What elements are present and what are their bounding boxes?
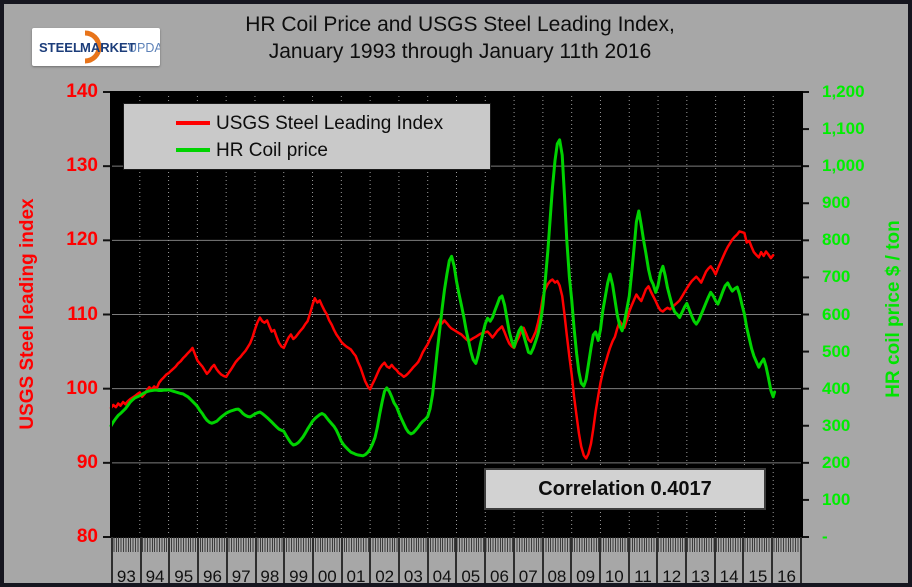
x-tick-label-99: 99 [283, 537, 312, 583]
x-tick-label-16: 16 [771, 537, 802, 583]
left-tick-label-120: 120 [66, 229, 98, 251]
x-tick-label-93: 93 [111, 537, 140, 583]
left-tick-label-140: 140 [66, 81, 98, 102]
right-tick-label-200: 200 [822, 452, 851, 472]
legend: USGS Steel Leading Index HR Coil price [123, 103, 491, 170]
x-tick-label-98: 98 [254, 537, 284, 583]
x-tick-label-15: 15 [742, 537, 771, 583]
chart-title-line2: January 1993 through January 11th 2016 [268, 40, 652, 63]
x-axis-monthly-ticks [111, 537, 802, 552]
x-tick-label-12: 12 [656, 537, 685, 583]
right-tick-label-400: 400 [822, 378, 851, 398]
left-axis-title: USGS Steel leading index [17, 198, 38, 430]
logo-word-steel: STEEL [39, 40, 81, 55]
x-tick-label-04: 04 [426, 537, 456, 583]
right-tick-label-1200: 1,200 [822, 82, 865, 101]
right-axis-title: HR coil price $ / ton [883, 220, 904, 398]
x-tick-label-07: 07 [512, 537, 542, 583]
legend-label-hr-coil: HR Coil price [216, 139, 328, 161]
right-tick-label-1100: 1,100 [822, 119, 865, 139]
left-tick-label-100: 100 [66, 377, 98, 399]
plot-area [103, 91, 809, 538]
series-line-0 [109, 230, 775, 460]
legend-red-line-icon [176, 121, 210, 125]
chart-title-line1: HR Coil Price and USGS Steel Leading Ind… [245, 13, 675, 36]
x-tick-label-00: 00 [311, 537, 341, 583]
x-tick-label-05: 05 [455, 537, 484, 583]
x-tick-label-06: 06 [484, 537, 513, 583]
x-tick-label-97: 97 [225, 537, 255, 583]
right-tick-label--: - [822, 527, 828, 546]
x-tick-label-13: 13 [685, 537, 714, 583]
correlation-annotation: Correlation 0.4017 [484, 468, 766, 510]
x-tick-label-03: 03 [398, 537, 427, 583]
x-tick-label-96: 96 [197, 537, 226, 583]
x-tick-label-10: 10 [598, 537, 628, 583]
chart-title: HR Coil Price and USGS Steel Leading Ind… [100, 11, 820, 65]
x-tick-label-14: 14 [713, 537, 743, 583]
x-tick-label-09: 09 [570, 537, 599, 583]
right-tick-label-500: 500 [822, 341, 851, 361]
logo-word-market: MARKET [80, 40, 136, 55]
legend-item-usgs: USGS Steel Leading Index [176, 113, 490, 134]
right-tick-label-1000: 1,000 [822, 156, 865, 176]
right-tick-label-700: 700 [822, 267, 851, 287]
x-axis-year-labels: 93 94 95 96 97 98 99 00 01 02 03 04 05 06 07 08 09 10 11 12… [111, 537, 802, 583]
right-tick-label-300: 300 [822, 415, 851, 435]
steel-market-update-logo: STEEL MARKET UPDATE [32, 28, 178, 66]
right-tick-label-900: 900 [822, 193, 851, 213]
x-tick-label-01: 01 [340, 537, 370, 583]
left-tick-label-110: 110 [67, 303, 98, 325]
left-tick-label-130: 130 [66, 155, 98, 177]
legend-label-usgs: USGS Steel Leading Index [216, 112, 444, 134]
right-tick-label-600: 600 [822, 304, 851, 324]
x-tick-label-08: 08 [541, 537, 571, 583]
right-tick-label-800: 800 [822, 230, 851, 250]
legend-item-hr-coil: HR Coil price [176, 140, 490, 161]
x-tick-label-94: 94 [139, 537, 169, 583]
correlation-text: Correlation 0.4017 [538, 477, 712, 500]
right-tick-label-100: 100 [822, 489, 851, 509]
x-tick-label-11: 11 [627, 537, 657, 583]
left-tick-label-80: 80 [76, 526, 98, 547]
left-tick-label-90: 90 [76, 451, 98, 473]
x-tick-label-95: 95 [168, 537, 197, 583]
logo-crescent-icon [84, 30, 102, 64]
x-tick-label-02: 02 [369, 537, 398, 583]
series-line-1 [109, 138, 777, 458]
legend-green-line-icon [176, 148, 210, 152]
